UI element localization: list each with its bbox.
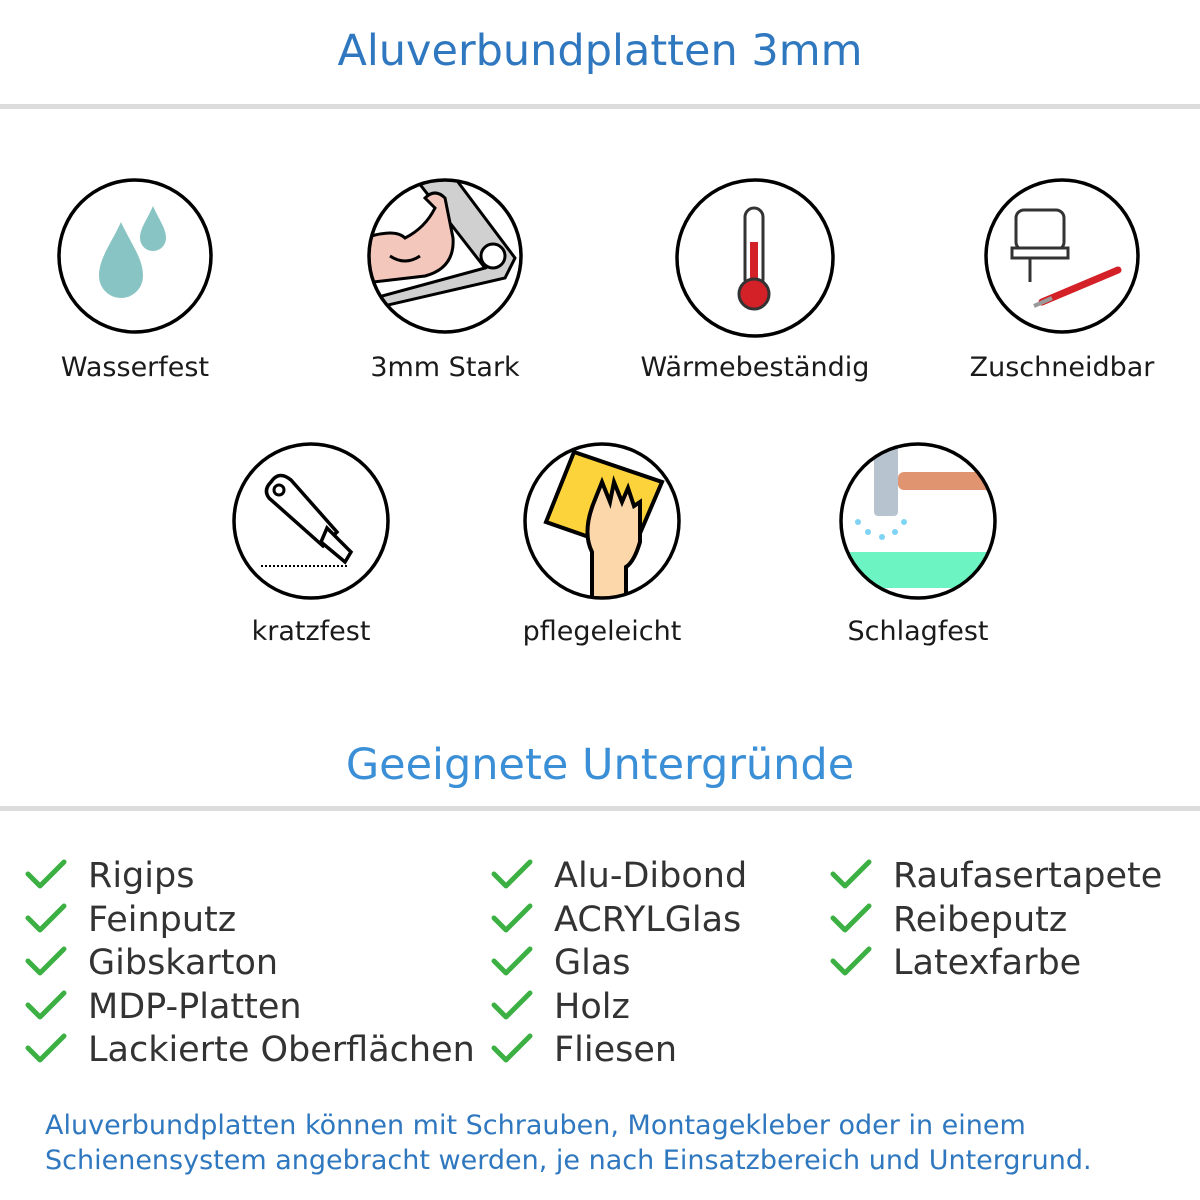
check-icon [25, 1033, 67, 1063]
surface-label: Latexfarbe [893, 943, 1082, 983]
surface-item: ACRYLGlas [491, 900, 742, 940]
surface-item: Fliesen [491, 1030, 678, 1070]
page-title: Aluverbundplatten 3mm [337, 26, 863, 76]
surface-item: MDP-Platten [25, 987, 302, 1027]
footer-line: Aluverbundplatten können mit Schrauben, … [45, 1110, 1026, 1141]
check-icon [25, 946, 67, 976]
surface-item: Alu-Dibond [491, 856, 748, 896]
surface-label: MDP-Platten [88, 987, 302, 1027]
flexed-arm-icon [367, 178, 523, 334]
check-icon [491, 990, 533, 1020]
feature-label: 3mm Stark [370, 352, 520, 383]
feature-waermebestaendig: Wärmebeständig [625, 178, 885, 383]
surface-item: Latexfarbe [830, 943, 1082, 983]
surface-label: Alu-Dibond [554, 856, 748, 896]
check-icon [25, 990, 67, 1020]
surface-label: Feinputz [88, 900, 237, 940]
feature-label: Wärmebeständig [640, 352, 870, 383]
surface-label: Fliesen [554, 1030, 678, 1070]
jigsaw-icon [984, 178, 1140, 334]
divider [0, 104, 1200, 109]
cutter-knife-icon [232, 442, 390, 600]
surface-item: Rigips [25, 856, 195, 896]
check-icon [830, 903, 872, 933]
feature-label: Schlagfest [847, 616, 989, 647]
surface-item: Gibskarton [25, 943, 279, 983]
surface-item: Feinputz [25, 900, 237, 940]
feature-pflegeleicht: pflegeleicht [472, 442, 732, 647]
footer-line: Schienensystem angebracht werden, je nac… [45, 1145, 1092, 1176]
surface-item: Reibeputz [830, 900, 1068, 940]
surface-label: Reibeputz [893, 900, 1068, 940]
thermometer-icon [675, 178, 835, 338]
feature-label: pflegeleicht [522, 616, 682, 647]
check-icon [491, 1033, 533, 1063]
surface-item: Lackierte Oberflächen [25, 1030, 475, 1070]
divider [0, 806, 1200, 811]
feature-kratzfest: kratzfest [181, 442, 441, 647]
surface-label: Gibskarton [88, 943, 279, 983]
hammer-icon [839, 442, 997, 600]
water-drops-icon [57, 178, 213, 334]
check-icon [25, 859, 67, 889]
check-icon [491, 859, 533, 889]
surface-label: Holz [554, 987, 630, 1027]
check-icon [830, 946, 872, 976]
feature-schlagfest: Schlagfest [788, 442, 1048, 647]
surface-item: Holz [491, 987, 630, 1027]
check-icon [491, 946, 533, 976]
hand-cloth-icon [523, 442, 681, 600]
feature-wasserfest: Wasserfest [5, 178, 265, 383]
feature-label: Wasserfest [60, 352, 210, 383]
check-icon [830, 859, 872, 889]
surface-label: Lackierte Oberflächen [88, 1030, 475, 1070]
surface-item: Glas [491, 943, 631, 983]
surface-label: Rigips [88, 856, 195, 896]
check-icon [25, 903, 67, 933]
feature-label: kratzfest [251, 616, 371, 647]
surfaces-title: Geeignete Untergründe [345, 740, 855, 790]
surface-label: Glas [554, 943, 631, 983]
feature-label: Zuschneidbar [969, 352, 1155, 383]
feature-zuschneidbar: Zuschneidbar [932, 178, 1192, 383]
check-icon [491, 903, 533, 933]
feature-3mm-stark: 3mm Stark [315, 178, 575, 383]
surface-label: ACRYLGlas [554, 900, 742, 940]
surface-item: Raufasertapete [830, 856, 1163, 896]
surface-label: Raufasertapete [893, 856, 1163, 896]
